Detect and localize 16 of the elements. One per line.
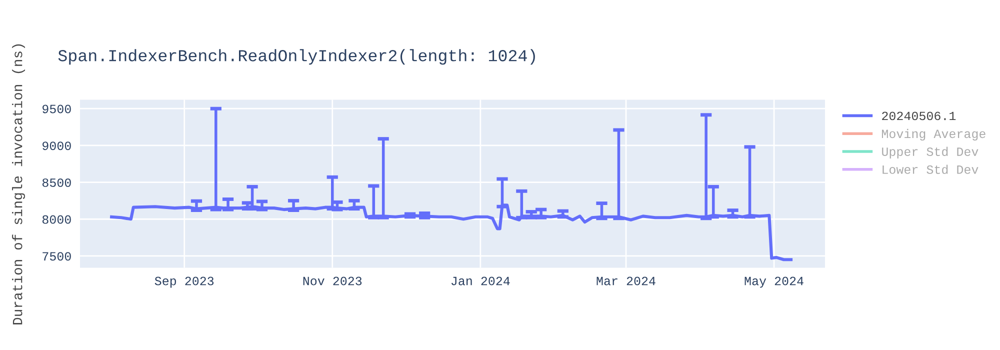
y-tick-label: 7500 <box>42 252 71 261</box>
y-tick-label: 8500 <box>42 178 71 187</box>
y-axis-title: Duration of single invocation (ns) <box>12 44 25 324</box>
y-tick-label: 9000 <box>42 142 71 150</box>
x-tick-label: Nov 2023 <box>303 276 362 286</box>
y-tick-label: 9500 <box>42 104 71 114</box>
legend-label: 20240506.1 <box>882 112 956 120</box>
y-tick-label: 8000 <box>42 215 71 224</box>
legend-label: Lower Std Dev <box>882 164 978 174</box>
x-tick-label: Sep 2023 <box>154 276 214 288</box>
x-tick-label: Mar 2024 <box>596 276 656 286</box>
chart-title: Span.IndexerBench.ReadOnlyIndexer2(length: 1024) <box>58 49 535 65</box>
legend-label: Upper Std Dev <box>882 146 978 158</box>
x-tick-label: May 2024 <box>744 276 804 288</box>
x-tick-label: Jan 2024 <box>451 276 510 286</box>
legend-label: Moving Average <box>882 128 986 141</box>
